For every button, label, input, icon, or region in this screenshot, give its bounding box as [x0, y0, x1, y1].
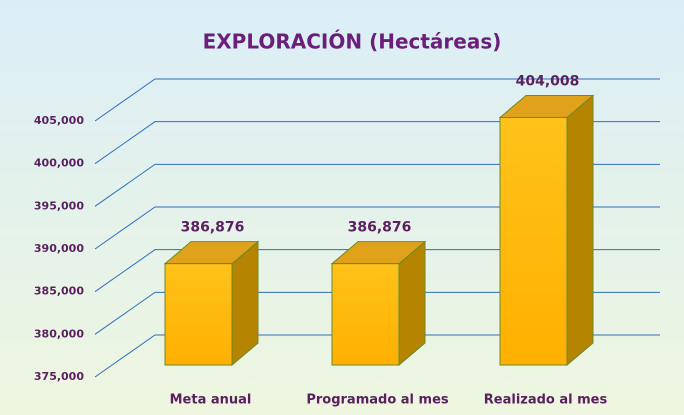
y-tick-label: 385,000 — [34, 285, 84, 298]
x-tick-label: Meta anual — [170, 393, 252, 408]
y-tick-label: 405,000 — [34, 114, 84, 127]
value-label: 386,876 — [181, 220, 245, 236]
y-tick-label: 400,000 — [34, 157, 84, 170]
value-label: 404,008 — [516, 73, 580, 89]
bar — [499, 116, 568, 366]
x-tick-label: Programado al mes — [306, 393, 449, 408]
value-label: 386,876 — [348, 220, 412, 236]
grid-line — [94, 291, 660, 335]
grid-line — [94, 334, 660, 378]
bar — [164, 263, 233, 366]
y-tick-label: 380,000 — [34, 327, 84, 340]
bar — [331, 263, 400, 366]
y-tick-label: 375,000 — [34, 370, 84, 383]
grid-line — [94, 163, 660, 207]
bar-side — [566, 94, 594, 367]
y-tick-label: 395,000 — [34, 199, 84, 212]
grid-line — [94, 206, 660, 250]
grid-line — [94, 121, 660, 165]
grid-line — [94, 78, 660, 122]
x-tick-label: Realizado al mes — [484, 393, 608, 408]
chart-title: EXPLORACIÓN (Hectáreas) — [203, 30, 502, 54]
grid-line — [94, 249, 660, 293]
y-tick-label: 390,000 — [34, 242, 84, 255]
